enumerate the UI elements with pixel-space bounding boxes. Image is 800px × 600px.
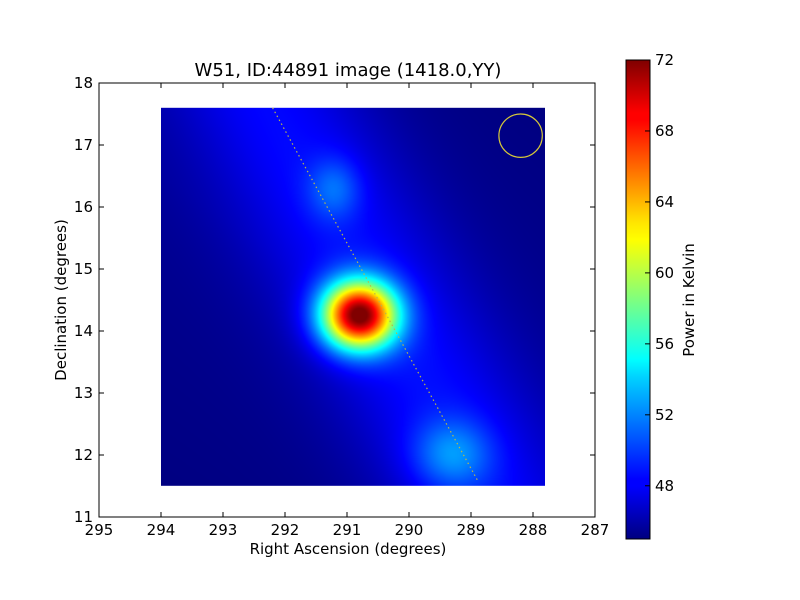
x-tick-label: 292 [271,521,300,539]
x-tick-label: 295 [85,521,114,539]
y-tick-label: 14 [74,322,93,340]
y-tick-label: 18 [74,74,93,92]
colorbar-tick-label: 56 [655,335,674,353]
chart-title: W51, ID:44891 image (1418.0,YY) [195,60,502,81]
y-tick-label: 16 [74,198,93,216]
colorbar-tick-label: 60 [655,264,674,282]
colorbar-tick-label: 68 [655,122,674,140]
x-tick-label: 294 [147,521,176,539]
x-tick-label: 291 [333,521,362,539]
colorbar [625,59,651,540]
y-axis: 11 12 13 14 15 16 17 18 [74,74,595,526]
colorbar-tick-label: 52 [655,406,674,424]
colorbar-tick-label: 64 [655,193,674,211]
y-axis-label: Declination (degrees) [52,219,70,381]
heatmap-image [161,107,545,486]
beam-circle [498,113,543,159]
galactic-plane-line [272,107,478,481]
y-tick-label: 17 [74,136,93,154]
y-tick-label: 15 [74,260,93,278]
y-tick-label: 11 [74,508,93,526]
colorbar-tick-label: 72 [655,51,674,69]
x-tick-label: 289 [457,521,486,539]
x-tick-label: 287 [581,521,610,539]
y-tick-label: 12 [74,446,93,464]
x-axis: 295 294 293 292 291 290 289 288 287 [85,83,610,539]
colorbar-axis: 48 52 56 60 64 68 72 [645,51,674,495]
colorbar-tick-label: 48 [655,477,674,495]
x-axis-label: Right Ascension (degrees) [250,540,447,558]
y-tick-label: 13 [74,384,93,402]
x-tick-label: 288 [519,521,548,539]
x-tick-label: 293 [209,521,238,539]
x-tick-label: 290 [395,521,424,539]
colorbar-label: Power in Kelvin [680,243,698,357]
